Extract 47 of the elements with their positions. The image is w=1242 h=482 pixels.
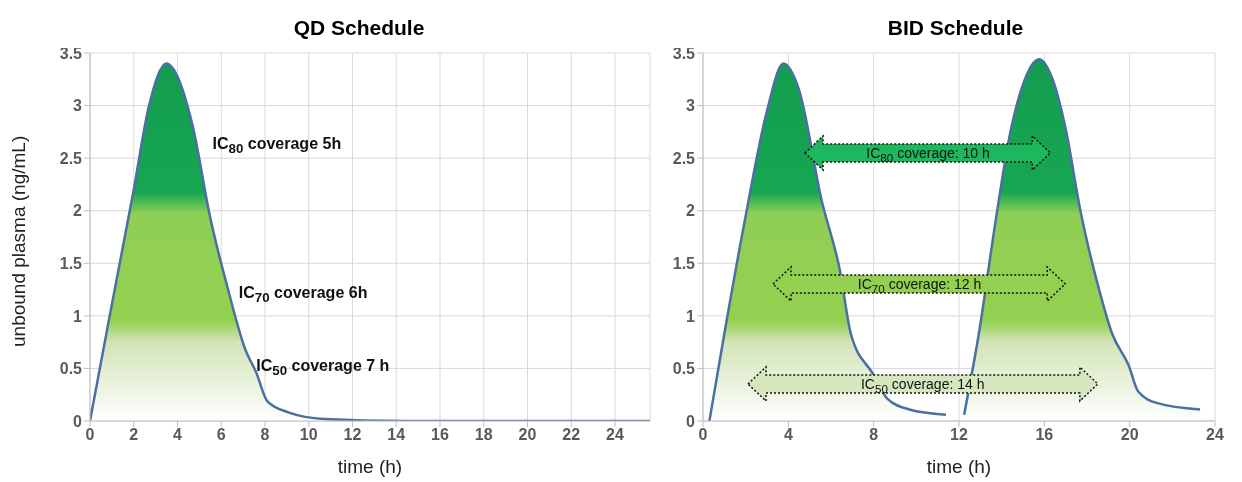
y-tick-label: 0.5 <box>59 360 83 378</box>
x-tick-label: 24 <box>1206 426 1224 444</box>
annotation: IC$_{50}$ coverage 7 h <box>256 357 390 379</box>
y-tick-label: 1 <box>686 307 696 325</box>
annotation: IC$_{80}$ coverage: 10 h <box>865 143 991 166</box>
y-tick-label: 1.5 <box>59 254 83 272</box>
y-axis-title: unbound plasma (ng/mL) <box>7 135 29 347</box>
x-tick-label: 0 <box>698 426 708 444</box>
y-tick-label: 1 <box>73 307 83 325</box>
x-tick-label: 16 <box>431 426 449 444</box>
x-tick-label: 2 <box>129 426 139 444</box>
chart-title: BID Schedule <box>887 16 1024 39</box>
x-axis-title: time (h) <box>337 456 403 477</box>
y-tick-label: 2 <box>73 202 83 220</box>
x-tick-label: 10 <box>299 426 318 444</box>
y-tick-label: 3 <box>73 97 83 115</box>
y-tick-label: 0 <box>686 412 696 430</box>
annotation: IC$_{70}$ coverage: 12 h <box>856 275 983 298</box>
x-tick-label: 16 <box>1035 426 1054 444</box>
x-tick-label: 12 <box>950 426 968 444</box>
x-tick-label: 4 <box>783 426 793 444</box>
y-tick-label: 3.5 <box>59 44 83 62</box>
x-tick-label: 0 <box>85 426 95 444</box>
x-tick-label: 4 <box>173 426 183 444</box>
x-tick-label: 22 <box>562 426 581 444</box>
y-tick-label: 0 <box>73 412 83 430</box>
x-tick-label: 18 <box>474 426 493 444</box>
x-tick-label: 6 <box>216 426 226 444</box>
y-tick-label: 2.5 <box>59 149 83 167</box>
x-tick-label: 14 <box>387 426 406 444</box>
x-tick-label: 8 <box>260 426 270 444</box>
x-tick-label: 8 <box>869 426 879 444</box>
y-tick-label: 1.5 <box>672 254 696 272</box>
annotation: IC$_{50}$ coverage: 14 h <box>860 375 986 397</box>
y-tick-label: 3 <box>686 97 696 115</box>
x-tick-label: 12 <box>343 426 362 444</box>
annotation: IC$_{80}$ coverage 5h <box>212 134 342 156</box>
chart-title: QD Schedule <box>293 16 425 39</box>
y-tick-label: 3.5 <box>672 44 696 62</box>
y-tick-label: 0.5 <box>672 360 696 378</box>
y-tick-label: 2.5 <box>672 149 696 167</box>
x-axis-title: time (h) <box>926 456 992 477</box>
y-tick-label: 2 <box>686 202 696 220</box>
x-tick-label: 20 <box>518 426 537 444</box>
x-tick-label: 20 <box>1120 426 1139 444</box>
x-tick-label: 24 <box>606 426 624 444</box>
annotation: IC$_{70}$ coverage 6h <box>238 283 368 306</box>
